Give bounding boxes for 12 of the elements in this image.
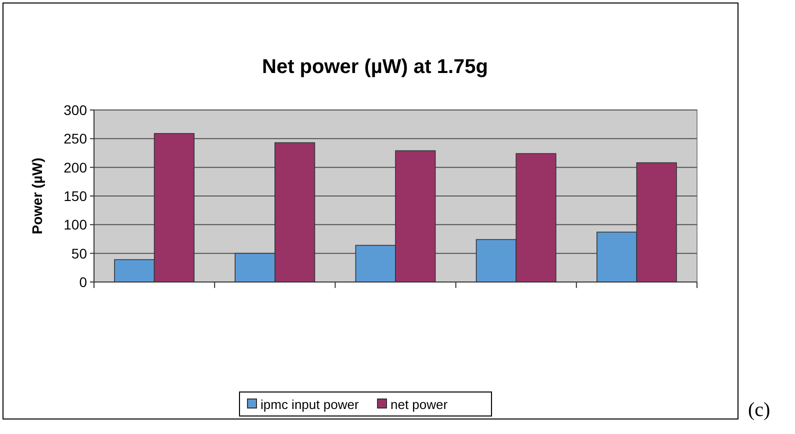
y-tick-label: 0	[79, 274, 88, 290]
y-tick-label: 50	[71, 245, 88, 262]
y-tick-label: 250	[64, 130, 88, 147]
y-tick-label: 200	[64, 159, 88, 176]
legend-label: net power	[390, 397, 448, 412]
legend-label: ipmc input power	[260, 397, 360, 412]
text: (c)	[748, 399, 770, 421]
y-tick-label: 150	[64, 188, 88, 204]
chart-title: Net power (µW) at 1.75g	[262, 56, 488, 78]
y-tick-label: 100	[64, 216, 88, 233]
y-tick-label: 300	[64, 102, 88, 118]
y-axis-title: Power (µW)	[29, 158, 45, 234]
